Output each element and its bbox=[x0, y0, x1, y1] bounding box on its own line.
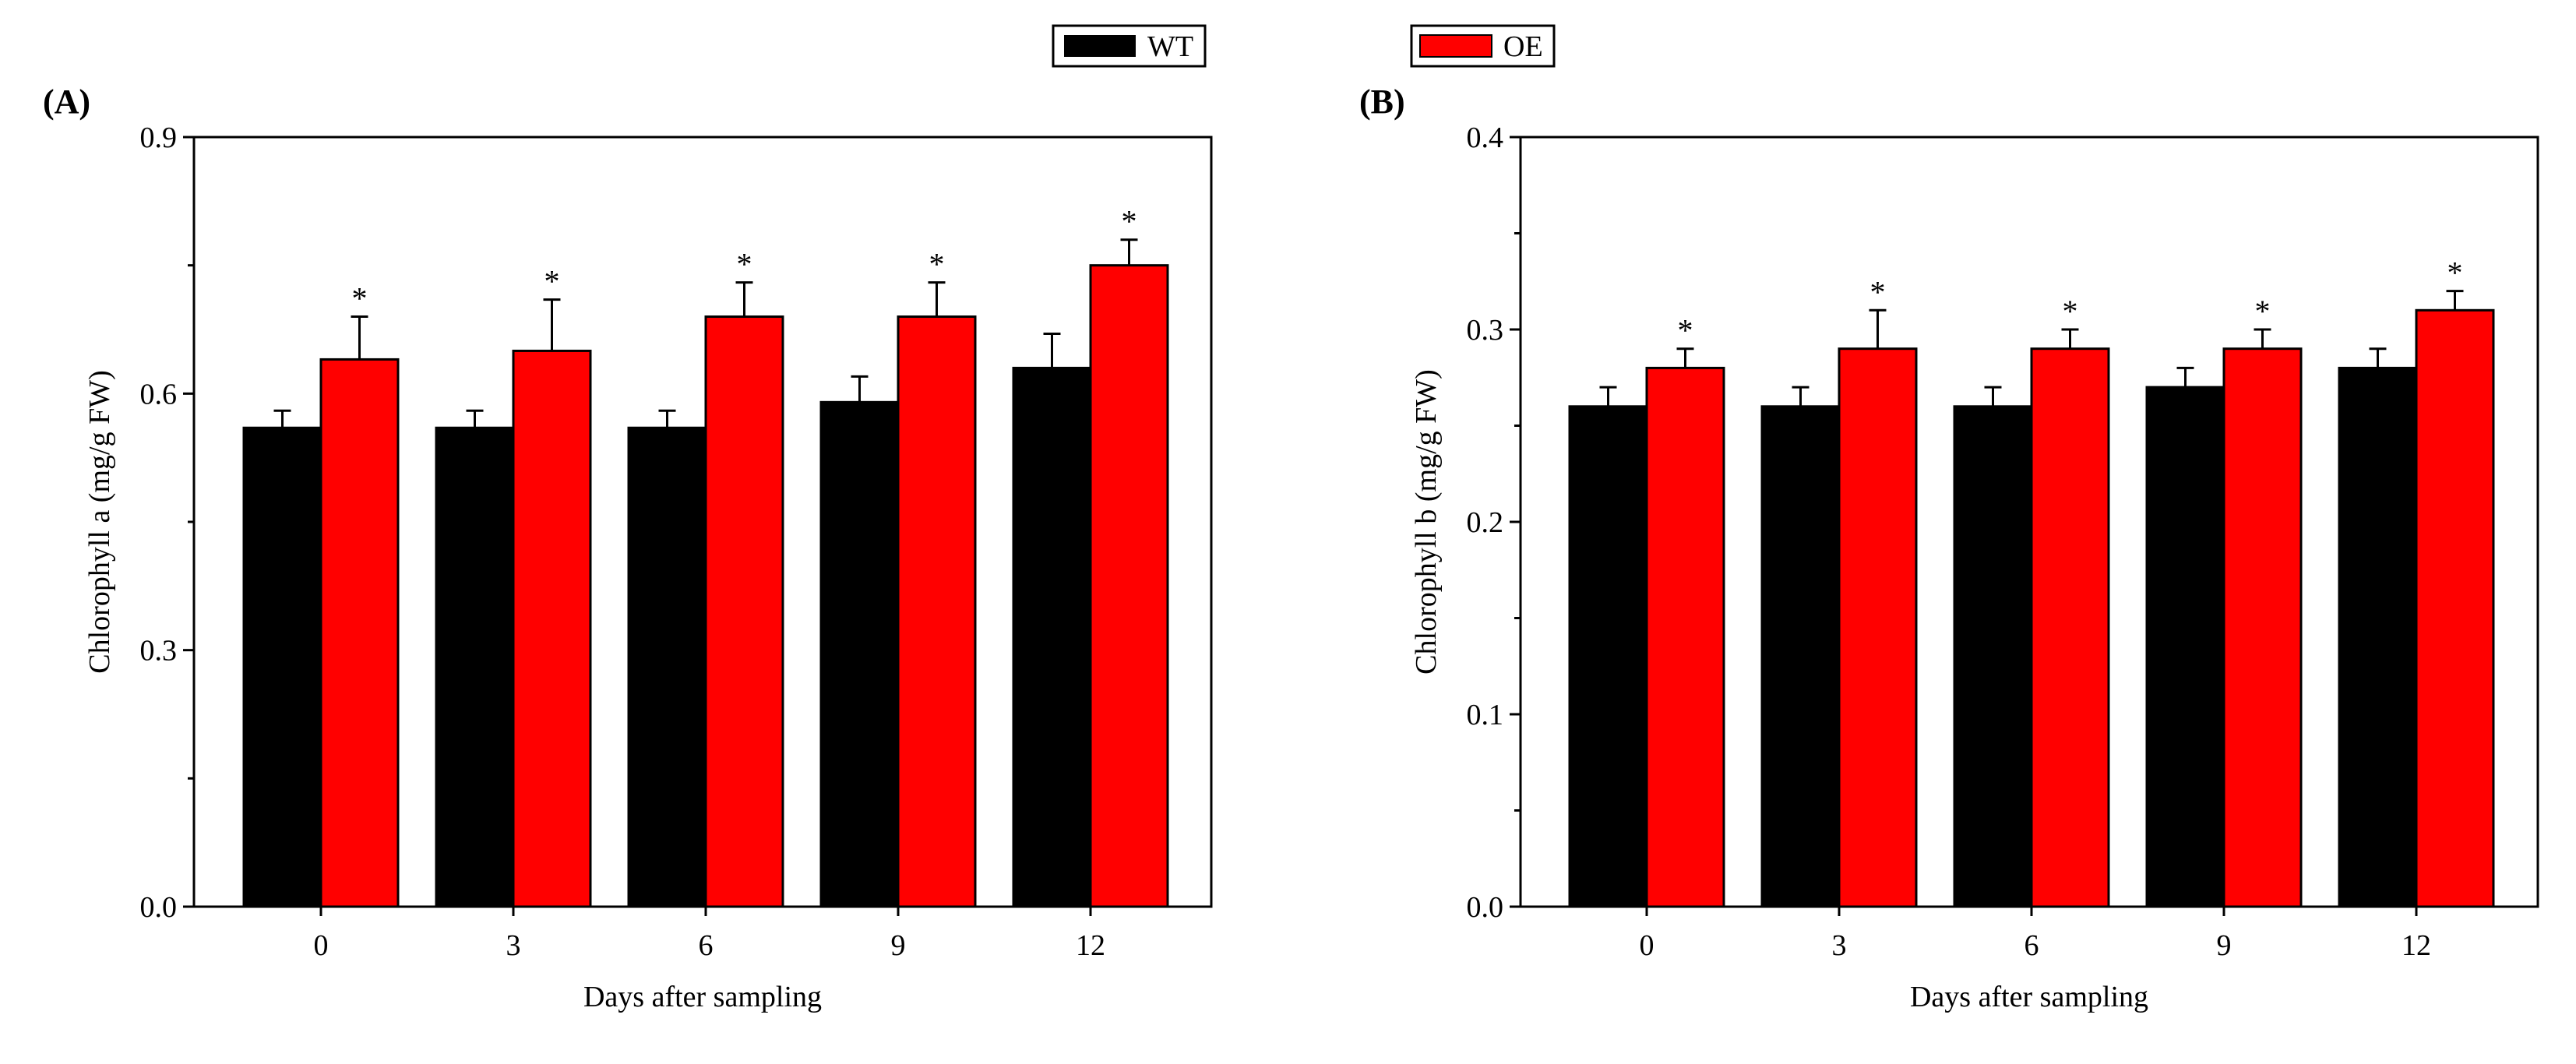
panel-a-ytick-label-0.6: 0.6 bbox=[140, 378, 178, 410]
panel-b-significance-12: * bbox=[2447, 255, 2463, 291]
panel-a-errorbar-wt-6 bbox=[658, 409, 676, 428]
panel-a-significance-6: * bbox=[737, 247, 752, 282]
panel-b-xtick-label-9: 9 bbox=[2217, 929, 2232, 962]
panel-b-errorbar-wt-3 bbox=[1792, 386, 1810, 407]
panel-a-errorbar-oe-6 bbox=[735, 281, 753, 317]
panel-b-errorbar-oe-9 bbox=[2254, 328, 2271, 349]
panel-a-errorbar-oe-12 bbox=[1120, 238, 1138, 266]
panel-a-bar-wt-12 bbox=[1012, 366, 1092, 908]
panel-a-bar-oe-9 bbox=[897, 315, 977, 908]
panel-a-errorbar-oe-9 bbox=[928, 281, 946, 317]
panel-b-errorbar-wt-0 bbox=[1599, 386, 1617, 407]
panel-a-xlabel: Days after sampling bbox=[583, 981, 822, 1013]
panel-a-ytick-label-0.9: 0.9 bbox=[140, 122, 178, 154]
panel-b-xlabel: Days after sampling bbox=[1910, 981, 2148, 1013]
panel-a-ytick-label-0.0: 0.0 bbox=[140, 891, 178, 924]
panel-a-bar-wt-9 bbox=[819, 400, 900, 908]
panel-a-axes: 0 3 6 9 12 0.0 0.3 0.6 0.9 bbox=[140, 122, 1106, 962]
panel-a-bar-wt-3 bbox=[435, 426, 515, 908]
legend-swatch-wt bbox=[1064, 35, 1136, 57]
panel-b-errorbar-oe-0 bbox=[1676, 347, 1694, 368]
panel-b-errorbar-oe-6 bbox=[2061, 328, 2079, 349]
panel-a-significance-3: * bbox=[544, 264, 560, 299]
panel-b-bar-oe-0 bbox=[1645, 366, 1725, 908]
panel-a-ylabel: Chlorophyll a (mg/g FW) bbox=[83, 370, 116, 673]
panel-b-xtick-label-3: 3 bbox=[1832, 929, 1847, 962]
panel-b-significance-3: * bbox=[1870, 274, 1886, 309]
panel-b-bar-oe-6 bbox=[2030, 347, 2110, 908]
chart-panel-b: (B) * * * * * 0 3 6 9 12 0.0 0.1 0.2 0.3 0.4 Days aft… bbox=[1359, 83, 2539, 1013]
legend-swatch-oe bbox=[1419, 34, 1492, 58]
panel-a-xtick-label-9: 9 bbox=[891, 929, 906, 962]
panel-a-significance-9: * bbox=[929, 247, 945, 282]
panel-b-ytick-label-0.1: 0.1 bbox=[1467, 699, 1504, 731]
panel-b-xtick-label-12: 12 bbox=[2402, 929, 2431, 962]
panel-b-significance-6: * bbox=[2063, 294, 2078, 329]
panel-a-errorbar-oe-0 bbox=[351, 315, 368, 360]
panel-b-bar-wt-0 bbox=[1568, 405, 1648, 908]
panel-b-bar-wt-9 bbox=[2145, 386, 2225, 908]
panel-b-xtick-label-6: 6 bbox=[2025, 929, 2039, 962]
panel-a-xtick-label-3: 3 bbox=[506, 929, 521, 962]
panel-a-bar-wt-0 bbox=[242, 426, 322, 908]
panel-b-bar-oe-12 bbox=[2415, 308, 2495, 908]
panel-label-b: (B) bbox=[1359, 83, 1405, 121]
panel-b-marks: * * * * * bbox=[1568, 255, 2495, 908]
panel-label-a: (A) bbox=[43, 83, 90, 121]
panel-b-bar-oe-9 bbox=[2222, 347, 2303, 908]
legend: WT OE bbox=[1052, 24, 1556, 68]
legend-item-wt: WT bbox=[1052, 24, 1207, 68]
panel-a-errorbar-wt-3 bbox=[466, 409, 484, 428]
panel-b-bar-oe-3 bbox=[1838, 347, 1918, 908]
panel-a-xtick-label-6: 6 bbox=[699, 929, 714, 962]
panel-a-xtick-label-12: 12 bbox=[1076, 929, 1105, 962]
panel-a-errorbar-oe-3 bbox=[543, 298, 561, 351]
panel-a-bar-oe-6 bbox=[704, 315, 784, 908]
panel-a-errorbar-wt-9 bbox=[851, 375, 869, 403]
panel-b-ytick-label-0.3: 0.3 bbox=[1467, 314, 1504, 347]
panel-b-errorbar-oe-3 bbox=[1869, 308, 1887, 349]
panel-a-bar-wt-6 bbox=[627, 426, 707, 908]
panel-b-axes: 0 3 6 9 12 0.0 0.1 0.2 0.3 0.4 bbox=[1467, 122, 2432, 962]
panel-b-xtick-label-0: 0 bbox=[1640, 929, 1654, 962]
panel-a-ytick-label-0.3: 0.3 bbox=[140, 635, 178, 668]
panel-b-ytick-label-0.0: 0.0 bbox=[1467, 891, 1504, 924]
panel-a-errorbar-wt-12 bbox=[1043, 332, 1061, 368]
panel-a-marks: * * * * * bbox=[242, 204, 1169, 908]
panel-b-bar-wt-12 bbox=[2338, 366, 2418, 908]
panel-a-errorbar-wt-0 bbox=[273, 409, 291, 428]
panel-b-errorbar-wt-12 bbox=[2369, 347, 2387, 368]
panel-b-errorbar-wt-6 bbox=[1984, 386, 2002, 407]
legend-item-oe: OE bbox=[1410, 24, 1556, 68]
panel-a-xtick-label-0: 0 bbox=[314, 929, 329, 962]
panel-a-significance-0: * bbox=[352, 281, 368, 316]
panel-a-bar-oe-12 bbox=[1089, 264, 1169, 908]
legend-label-wt: WT bbox=[1147, 30, 1193, 63]
panel-b-ytick-label-0.4: 0.4 bbox=[1467, 122, 1504, 154]
panel-b-errorbar-wt-9 bbox=[2176, 366, 2194, 388]
panel-b-errorbar-oe-12 bbox=[2446, 290, 2464, 311]
panel-b-ylabel: Chlorophyll b (mg/g FW) bbox=[1410, 369, 1443, 675]
panel-a-significance-12: * bbox=[1122, 204, 1137, 239]
panel-b-significance-0: * bbox=[1678, 313, 1693, 348]
panel-b-bar-wt-6 bbox=[1953, 405, 2033, 908]
chart-panel-a: (A) * * * * * 0 3 6 9 12 0.0 0.3 0.6 0.9 Days after … bbox=[43, 83, 1213, 1013]
legend-label-oe: OE bbox=[1503, 30, 1543, 63]
panel-a-bar-oe-0 bbox=[319, 358, 400, 908]
panel-b-significance-9: * bbox=[2255, 294, 2271, 329]
panel-b-ytick-label-0.2: 0.2 bbox=[1467, 506, 1504, 539]
panel-a-bar-oe-3 bbox=[512, 349, 592, 908]
panel-b-bar-wt-3 bbox=[1760, 405, 1841, 908]
